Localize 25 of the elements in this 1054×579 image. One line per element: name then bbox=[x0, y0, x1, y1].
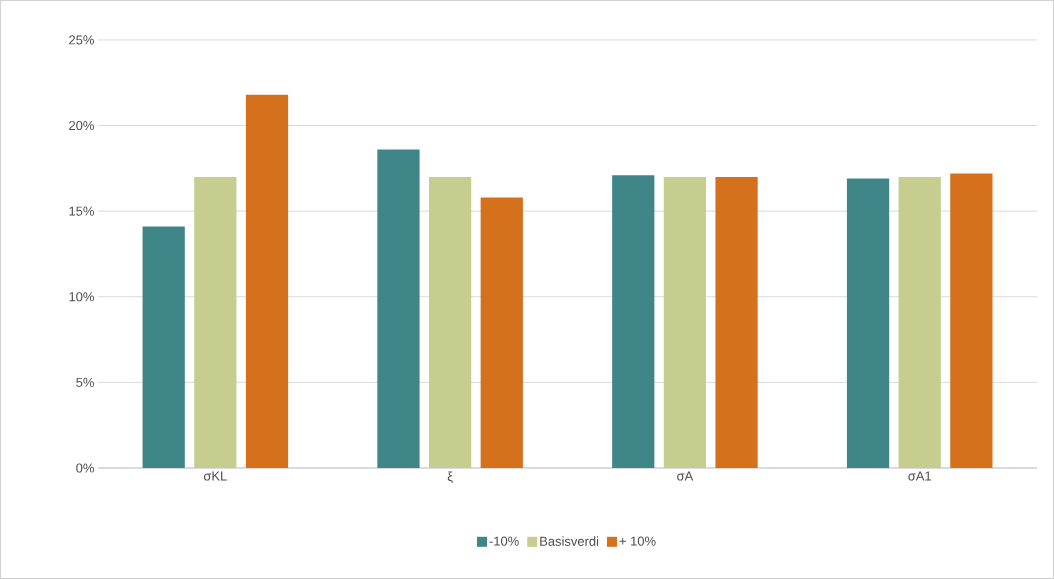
x-tick-label: σKL bbox=[203, 471, 227, 481]
bar bbox=[194, 176, 237, 469]
bar bbox=[377, 149, 420, 469]
y-tick-label: 15% bbox=[69, 206, 94, 216]
bar bbox=[142, 226, 185, 469]
y-tick-label: 0% bbox=[76, 463, 94, 473]
bar bbox=[428, 176, 472, 469]
x-tick-label: ξ bbox=[447, 471, 453, 484]
y-tick-label: 20% bbox=[69, 120, 94, 131]
legend-label: + 10% bbox=[619, 536, 656, 546]
bar bbox=[480, 197, 523, 469]
bar bbox=[245, 94, 289, 469]
bar bbox=[898, 176, 941, 469]
bar bbox=[715, 176, 758, 469]
bar bbox=[950, 173, 993, 469]
legend-label: Basisverdi bbox=[540, 536, 599, 546]
bar bbox=[846, 178, 890, 469]
x-tick-label: σA bbox=[677, 471, 694, 481]
bar bbox=[663, 176, 707, 469]
y-tick-label: 25% bbox=[69, 35, 94, 45]
x-tick-label: σA1 bbox=[908, 471, 931, 481]
legend-label: -10% bbox=[489, 536, 519, 546]
bar bbox=[612, 175, 655, 469]
y-tick-label: 10% bbox=[69, 292, 94, 302]
y-tick-label: 5% bbox=[76, 377, 94, 387]
